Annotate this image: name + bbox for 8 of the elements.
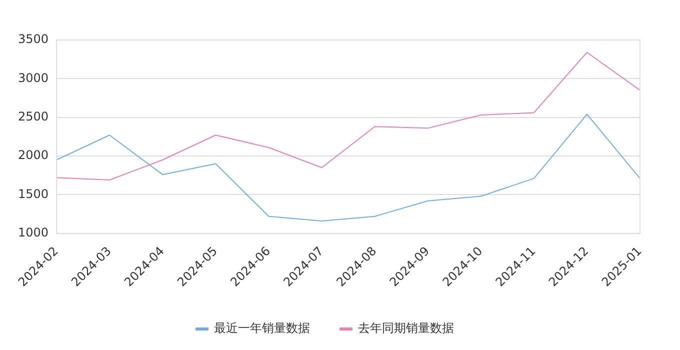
y-tick-label: 2500 [18,109,49,124]
y-tick-label: 1000 [18,225,49,240]
legend-label: 最近一年销量数据 [214,321,310,336]
y-tick-label: 3000 [18,70,49,85]
y-tick-label: 1500 [18,186,49,201]
legend-label: 去年同期销量数据 [358,321,454,336]
y-tick-label: 3500 [18,32,49,46]
y-tick-label: 2000 [18,148,49,162]
